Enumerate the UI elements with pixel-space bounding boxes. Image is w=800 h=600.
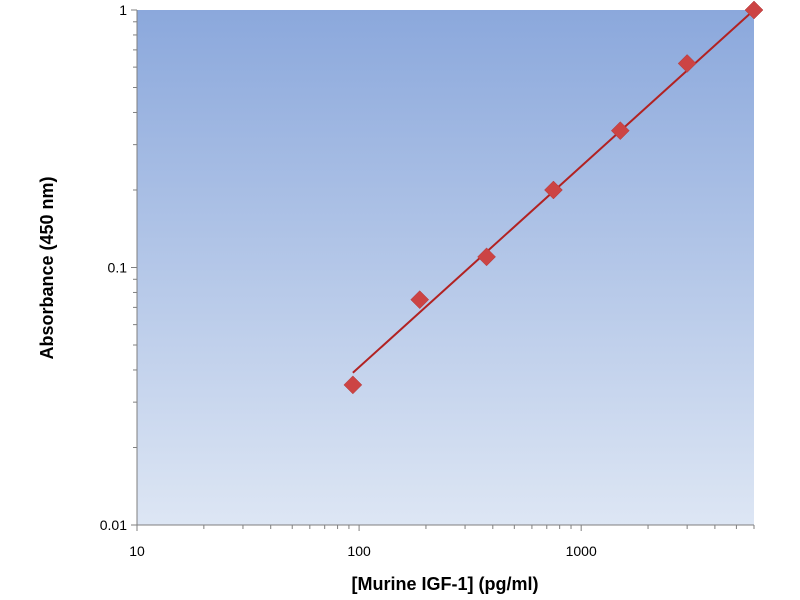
plot-area (137, 10, 754, 525)
x-tick-label: 1000 (566, 543, 597, 559)
y-tick-label: 1 (119, 2, 127, 18)
x-axis-title: [Murine IGF-1] (pg/ml) (352, 574, 539, 594)
data-point (744, 0, 764, 20)
axis-ticks (131, 9, 755, 531)
data-points-layer (343, 0, 764, 395)
data-point (544, 180, 563, 200)
x-tick-label: 100 (347, 543, 371, 559)
y-axis-title: Absorbance (450 nm) (37, 176, 57, 359)
y-tick-label: 0.01 (100, 517, 127, 533)
y-tick-label: 0.1 (108, 260, 128, 276)
data-point (610, 121, 630, 140)
data-point (410, 290, 430, 310)
data-point (477, 247, 496, 267)
data-point (677, 54, 697, 73)
tick-labels-layer: 10 100 1000 0.01 0.1 1 (100, 2, 597, 559)
axes (136, 10, 754, 526)
x-tick-label: 10 (129, 543, 145, 559)
data-point (343, 375, 363, 395)
